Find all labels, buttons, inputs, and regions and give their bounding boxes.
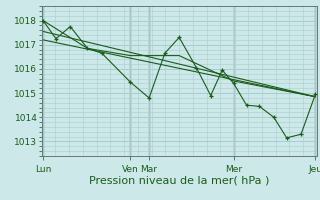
- X-axis label: Pression niveau de la mer( hPa ): Pression niveau de la mer( hPa ): [89, 175, 269, 185]
